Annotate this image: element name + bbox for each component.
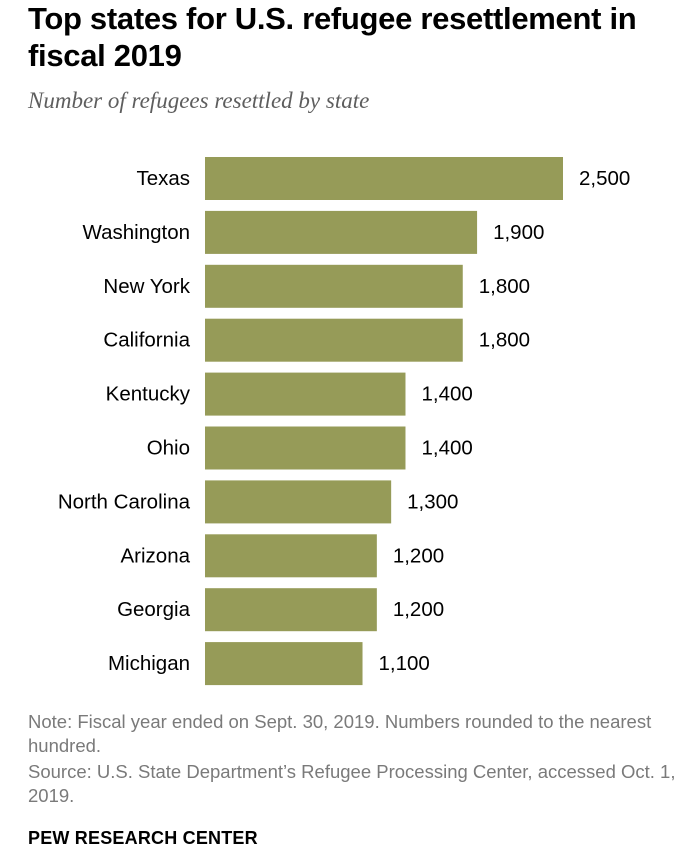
bar-chart: Texas 2,500 Washington 1,900 New York 1,800 Ca… (58, 157, 630, 686)
bar-ohio (205, 426, 406, 470)
source-text: Source: U.S. State Department’s Refugee … (28, 761, 676, 806)
chart-title: Top states for U.S. refugee resettlement… (28, 1, 637, 73)
value-label-california: 1,800 (479, 329, 530, 352)
value-label-north-carolina: 1,300 (407, 490, 458, 513)
bar-georgia (205, 588, 377, 632)
category-label-arizona: Arizona (120, 544, 190, 567)
bar-michigan (205, 642, 363, 686)
bar-north-carolina (205, 480, 392, 524)
category-label-michigan: Michigan (108, 652, 190, 675)
value-label-arizona: 1,200 (393, 544, 444, 567)
category-label-kentucky: Kentucky (106, 383, 191, 406)
value-label-ohio: 1,400 (421, 437, 472, 460)
chart-subtitle: Number of refugees resettled by state (28, 88, 370, 113)
bar-california (205, 318, 463, 362)
category-label-texas: Texas (136, 167, 190, 190)
category-label-georgia: Georgia (117, 598, 191, 621)
bar-kentucky (205, 372, 406, 416)
category-label-north-carolina: North Carolina (58, 490, 191, 513)
bar-new-york (205, 264, 463, 308)
footnotes: Note: Fiscal year ended on Sept. 30, 201… (28, 710, 678, 808)
note-text: Note: Fiscal year ended on Sept. 30, 201… (28, 711, 652, 756)
value-label-new-york: 1,800 (479, 275, 530, 298)
category-label-new-york: New York (103, 275, 190, 298)
category-label-ohio: Ohio (147, 437, 190, 460)
category-label-washington: Washington (83, 221, 191, 244)
value-label-washington: 1,900 (493, 221, 544, 244)
value-label-kentucky: 1,400 (421, 383, 472, 406)
pew-logo: PEW RESEARCH CENTER (28, 828, 258, 848)
value-label-michigan: 1,100 (379, 652, 430, 675)
value-label-texas: 2,500 (579, 167, 630, 190)
bar-washington (205, 210, 478, 254)
value-label-georgia: 1,200 (393, 598, 444, 621)
category-label-california: California (103, 329, 190, 352)
bar-texas (205, 157, 563, 200)
bar-arizona (205, 534, 377, 578)
